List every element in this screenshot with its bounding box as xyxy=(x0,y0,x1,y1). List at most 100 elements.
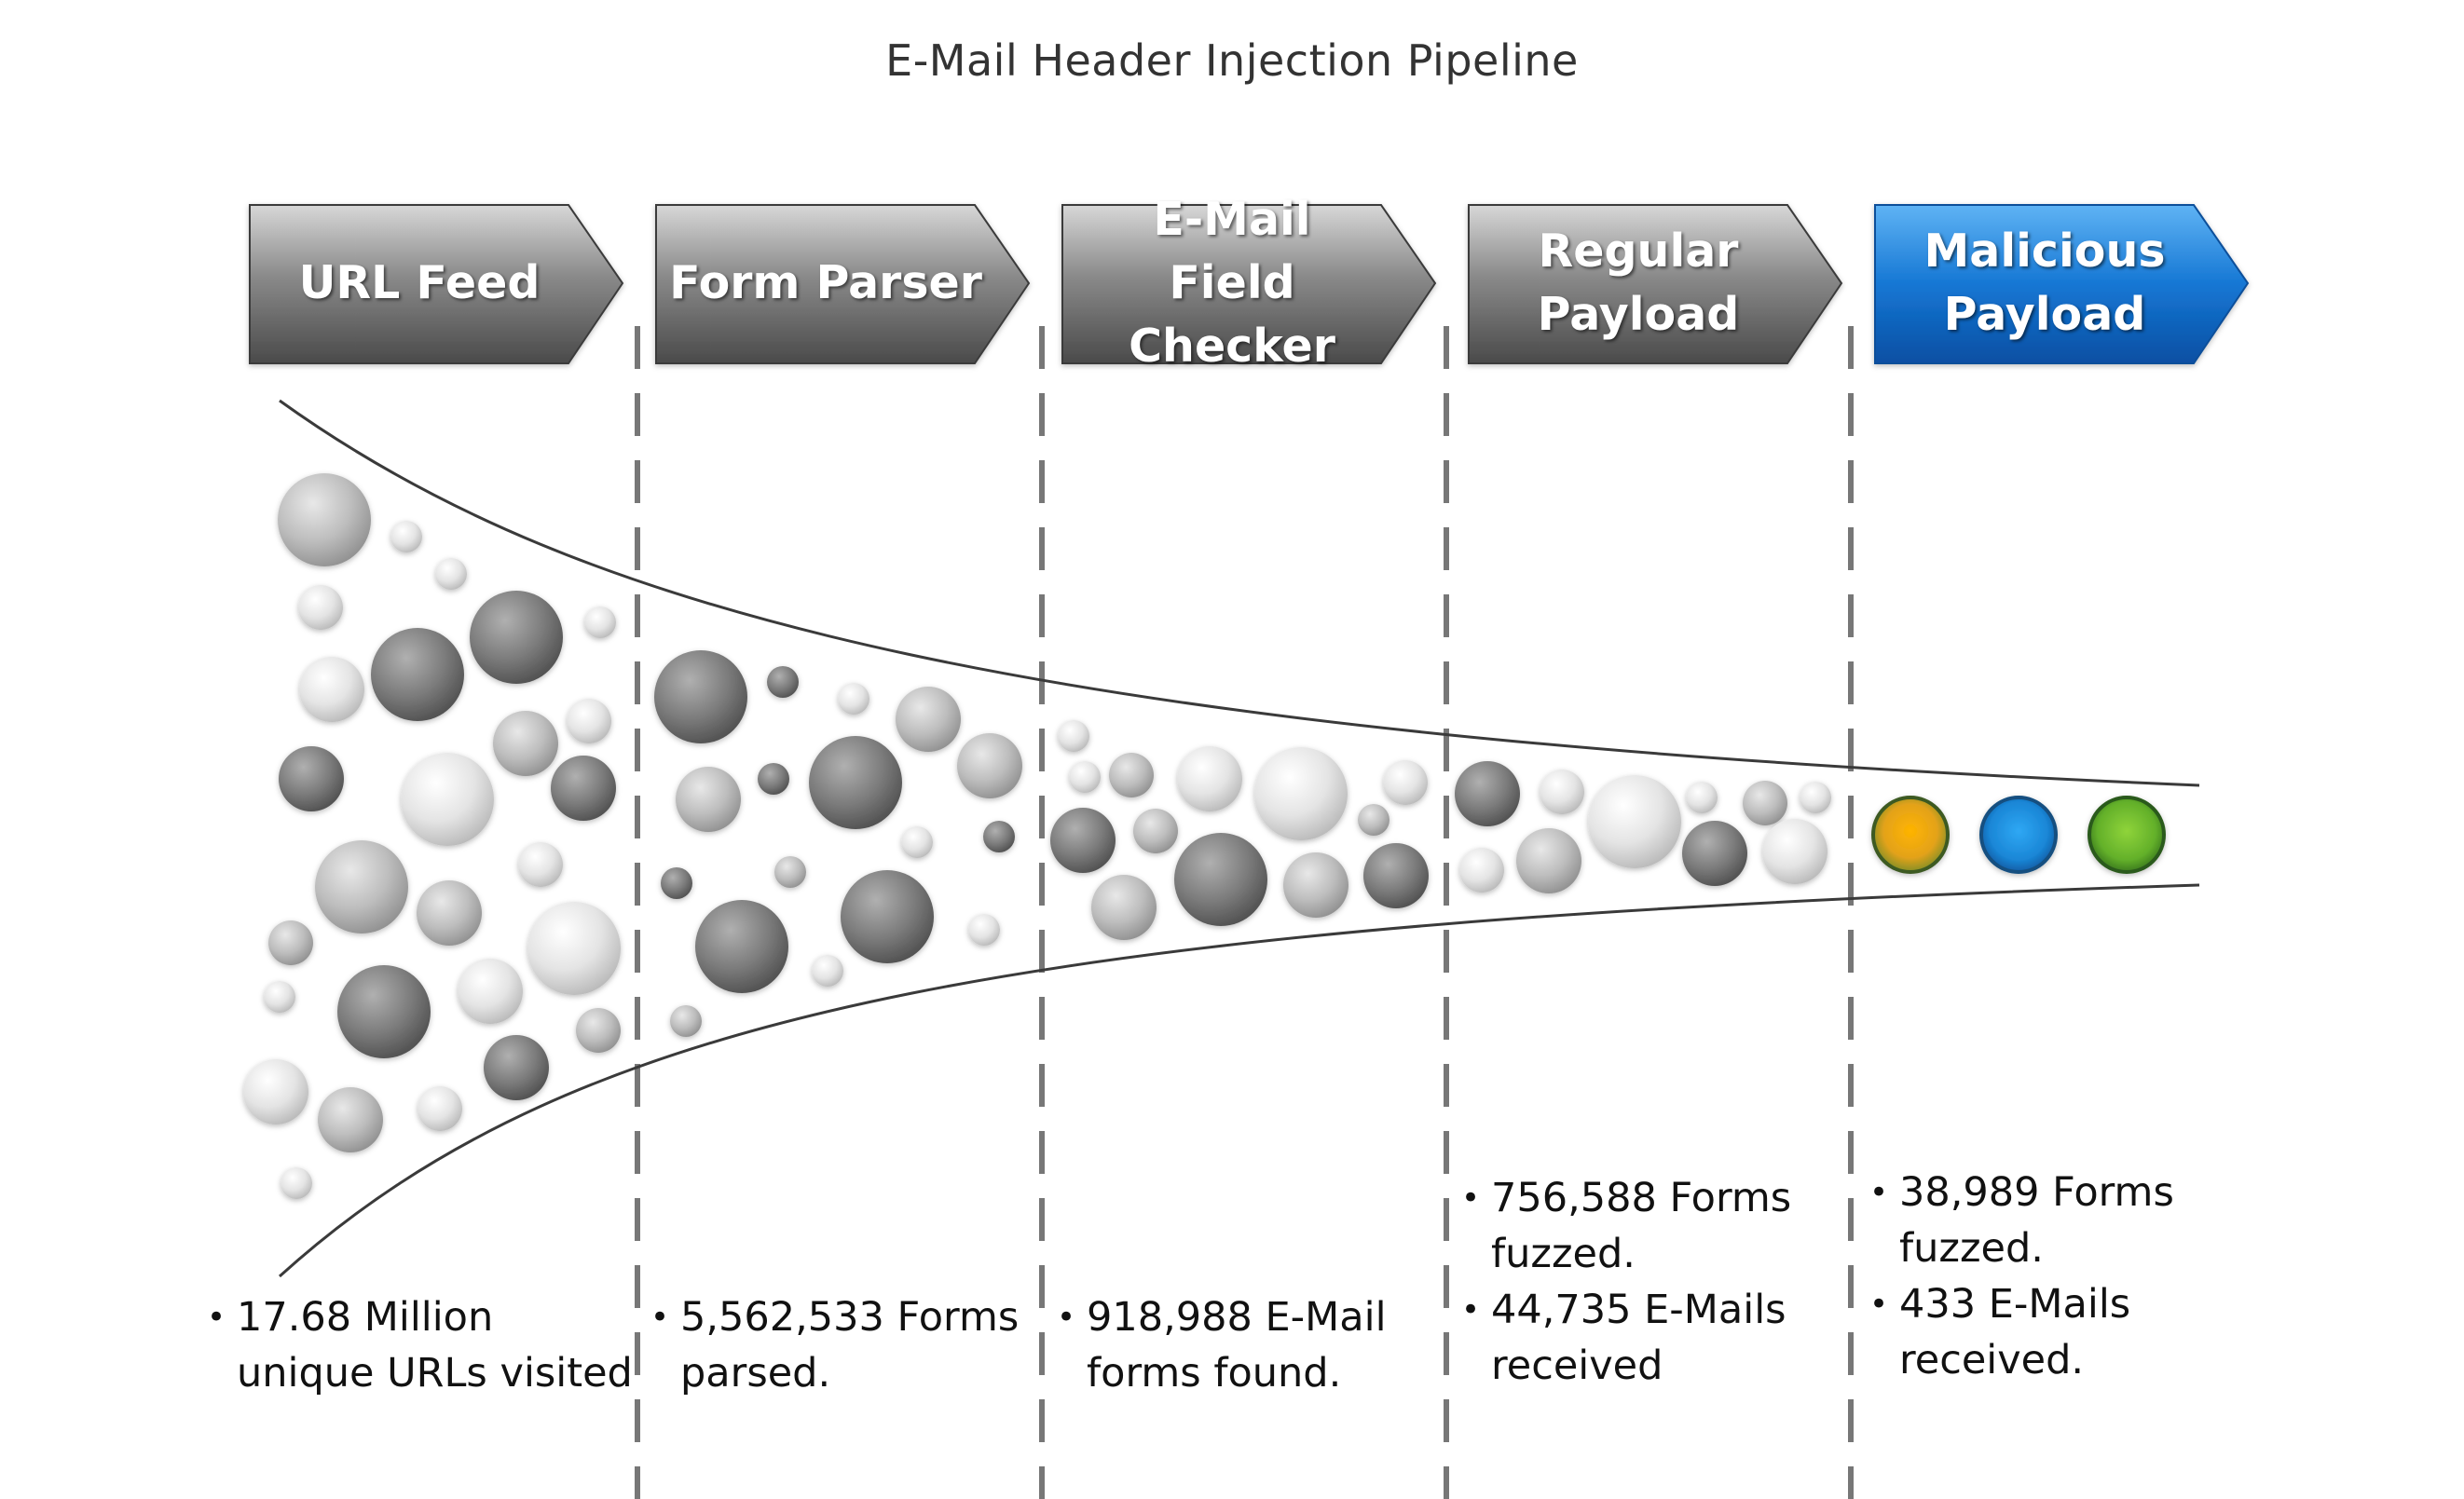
stage-separators xyxy=(635,326,1854,1499)
bubble xyxy=(371,628,464,721)
bubble xyxy=(774,856,806,888)
bubble xyxy=(278,473,371,566)
diagram-title: E-Mail Header Injection Pipeline xyxy=(885,35,1579,86)
bubble xyxy=(279,746,344,811)
bubble xyxy=(1800,782,1831,813)
stage-arrow-form-parser xyxy=(655,204,1031,364)
bubble xyxy=(337,965,431,1058)
stage-arrow-url-feed xyxy=(249,204,624,364)
result-bubble-blue xyxy=(1979,796,2058,874)
bubble xyxy=(298,585,343,630)
bubble xyxy=(1682,821,1747,886)
bubble xyxy=(1109,753,1154,797)
bubble xyxy=(812,955,843,987)
bubble xyxy=(418,1086,462,1131)
stage-label-email-field-checker: E-Mail Field Checker xyxy=(1129,193,1335,373)
stage-arrows xyxy=(249,204,2250,364)
result-bubble-orange xyxy=(1871,796,1950,874)
bubble xyxy=(1459,848,1504,893)
bubble xyxy=(458,959,523,1024)
bubble xyxy=(809,736,902,829)
bubble xyxy=(695,900,788,993)
bubble xyxy=(576,1008,621,1053)
stat-item: 17.68 Million unique URLs visited xyxy=(207,1289,636,1401)
bubble xyxy=(281,1167,312,1199)
bubble xyxy=(484,1035,549,1100)
bubble xyxy=(390,521,422,552)
stage-arrow-malicious-payload xyxy=(1874,204,2250,364)
bubble xyxy=(1383,760,1428,805)
stat-item: 38,989 Forms fuzzed. xyxy=(1869,1165,2242,1276)
bubble xyxy=(401,753,494,846)
stage-label-url-feed: URL Feed xyxy=(298,256,541,309)
funnel-bottom-curve xyxy=(278,883,2200,1278)
stats-url-feed: 17.68 Million unique URLs visited xyxy=(207,1289,636,1401)
stage-label-malicious-payload: Malicious Payload xyxy=(1923,225,2166,341)
bubble xyxy=(957,733,1022,798)
funnel-outline xyxy=(278,399,2200,1278)
bubble xyxy=(417,880,482,946)
bubble xyxy=(1050,808,1116,873)
bubble xyxy=(567,699,611,743)
stat-item: 5,562,533 Forms parsed. xyxy=(650,1289,1023,1401)
stat-item: 433 E-Mails received. xyxy=(1869,1276,2242,1388)
bubble xyxy=(1363,843,1429,908)
bubble xyxy=(901,826,933,858)
bubble xyxy=(670,1005,702,1037)
bubble xyxy=(268,920,313,965)
bubble xyxy=(841,870,934,963)
bubble xyxy=(1133,809,1178,853)
bubble xyxy=(654,650,747,743)
bubble xyxy=(1516,828,1581,893)
bubble xyxy=(1254,747,1348,840)
bubble xyxy=(1743,781,1787,825)
malicious-payload-results xyxy=(1871,796,2166,874)
bubble xyxy=(551,756,616,821)
stage-arrow-regular-payload xyxy=(1468,204,1843,364)
bubble xyxy=(584,606,616,638)
bubble xyxy=(896,687,961,752)
bubble xyxy=(435,558,467,590)
bubble xyxy=(527,902,621,995)
bubble xyxy=(518,842,563,887)
bubble xyxy=(838,683,869,715)
bubble xyxy=(318,1087,383,1152)
data-bubbles xyxy=(243,473,1831,1199)
bubble xyxy=(767,666,799,698)
stage-arrow-email-field-checker xyxy=(1061,204,1437,364)
bubble xyxy=(1058,720,1089,752)
bubble xyxy=(470,591,563,684)
bubble xyxy=(299,657,364,722)
stats-malicious-payload: 38,989 Forms fuzzed. 433 E-Mails receive… xyxy=(1869,1165,2242,1388)
bubble xyxy=(1762,819,1827,884)
stats-regular-payload: 756,588 Forms fuzzed. 44,735 E-Mails rec… xyxy=(1461,1170,1834,1394)
stage-label-regular-payload: Regular Payload xyxy=(1537,225,1740,341)
bubble xyxy=(1069,761,1101,793)
bubble xyxy=(661,867,692,899)
stat-item: 756,588 Forms fuzzed. xyxy=(1461,1170,1834,1282)
result-bubble-green xyxy=(2088,796,2166,874)
bubble xyxy=(1686,782,1718,813)
bubble xyxy=(1091,875,1157,940)
stats-form-parser: 5,562,533 Forms parsed. xyxy=(650,1289,1023,1401)
bubble xyxy=(1358,804,1389,836)
bubble xyxy=(1174,833,1267,926)
bubble xyxy=(1540,770,1584,814)
bubble xyxy=(1455,761,1520,826)
bubble xyxy=(983,821,1015,852)
stat-item: 918,988 E-Mail forms found. xyxy=(1057,1289,1430,1401)
bubble xyxy=(264,981,295,1013)
stat-item: 44,735 E-Mails received xyxy=(1461,1282,1834,1394)
bubble xyxy=(315,840,408,933)
bubble xyxy=(758,763,789,795)
stage-label-form-parser: Form Parser xyxy=(669,256,982,309)
bubble xyxy=(1177,746,1242,811)
bubble xyxy=(493,711,558,776)
bubble xyxy=(676,767,741,832)
stats-email-field-checker: 918,988 E-Mail forms found. xyxy=(1057,1289,1430,1401)
funnel-top-curve xyxy=(279,399,2200,787)
bubble xyxy=(243,1059,308,1124)
bubble xyxy=(1283,852,1348,918)
bubble xyxy=(1588,775,1681,868)
